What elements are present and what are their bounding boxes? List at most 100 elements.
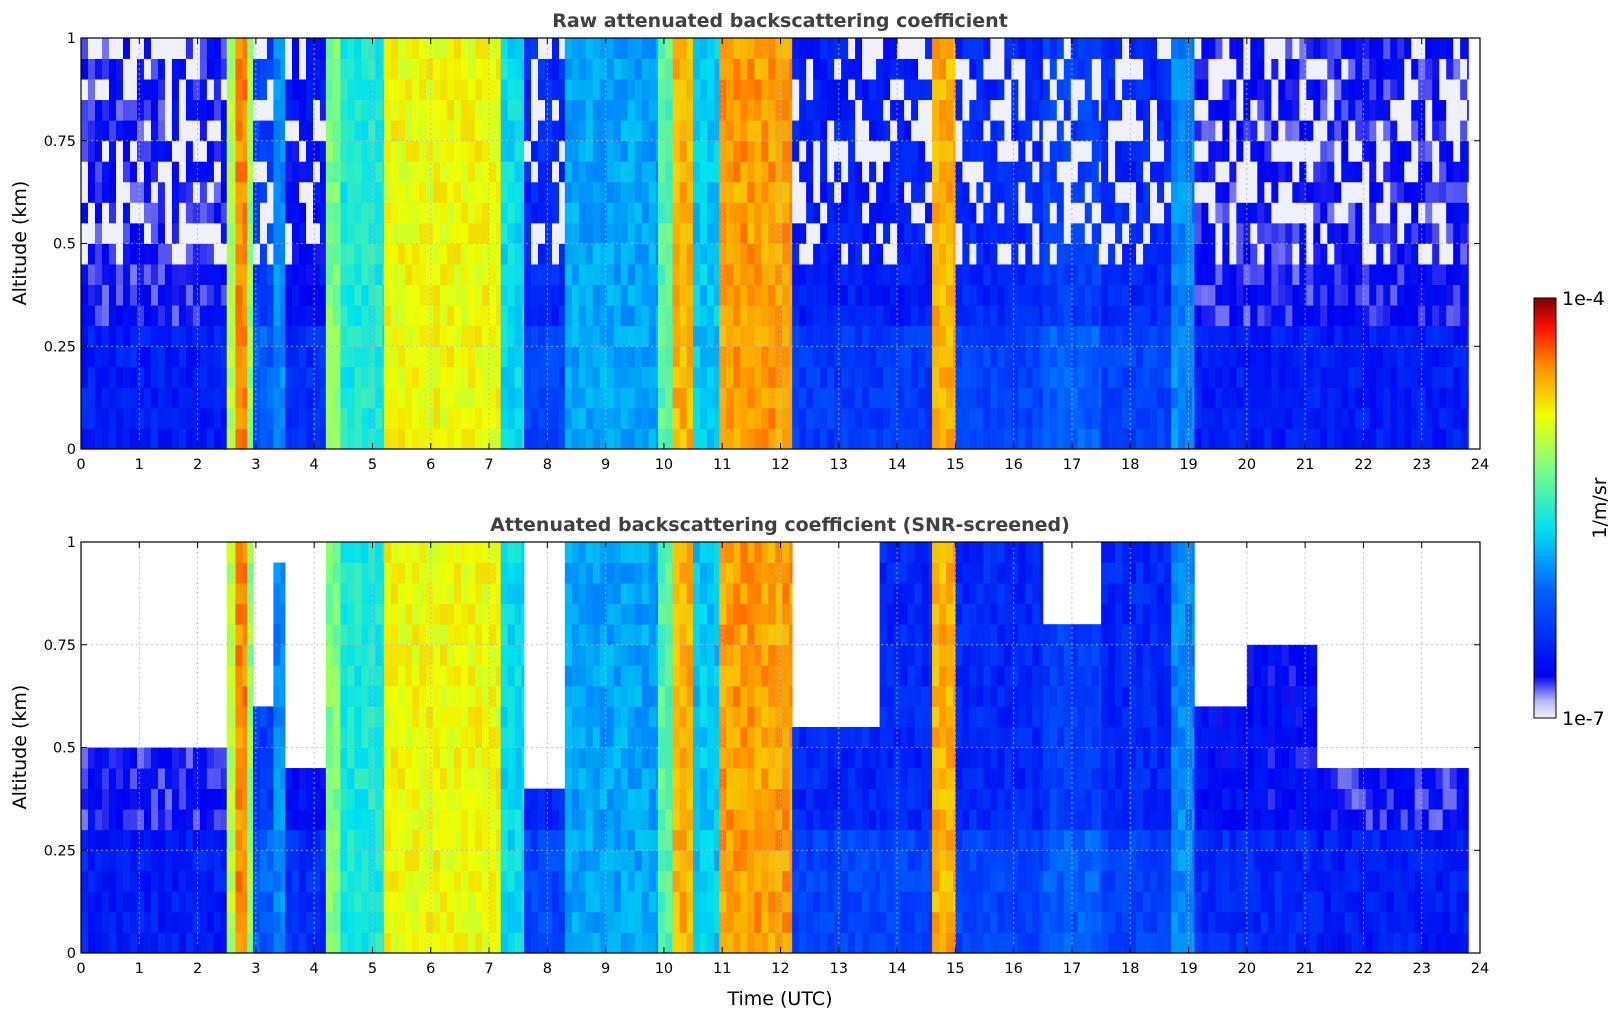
heatmap-cell	[592, 99, 601, 121]
heatmap-cell	[1115, 366, 1123, 388]
heatmap-cell	[482, 161, 490, 183]
heatmap-cell	[1178, 387, 1186, 409]
heatmap-cell	[1439, 79, 1447, 101]
heatmap-cell	[150, 120, 159, 142]
heatmap-cell	[1192, 284, 1195, 306]
heatmap-cell	[235, 911, 243, 933]
heatmap-cell	[273, 264, 281, 285]
heatmap-cell	[1011, 222, 1019, 244]
heatmap-cell	[143, 79, 152, 101]
heatmap-cell	[226, 407, 235, 429]
heatmap-cell	[313, 99, 321, 121]
heatmap-cell	[384, 685, 392, 707]
heatmap-cell	[507, 387, 516, 409]
heatmap-cell	[285, 809, 293, 831]
heatmap-cell	[273, 726, 281, 748]
heatmap-cell	[768, 161, 776, 183]
heatmap-cell	[578, 284, 587, 306]
heatmap-cell	[129, 850, 138, 872]
heatmap-cell	[143, 768, 152, 789]
heatmap-cell	[1446, 99, 1454, 121]
heatmap-cell	[531, 407, 539, 429]
heatmap-cell	[545, 181, 553, 203]
heatmap-cell	[213, 407, 222, 429]
heatmap-cell	[136, 932, 145, 954]
heatmap-cell	[108, 161, 117, 183]
heatmap-cell	[306, 407, 314, 429]
heatmap-cell	[1042, 202, 1051, 224]
heatmap-cell	[475, 325, 483, 347]
heatmap-cell	[613, 387, 622, 409]
heatmap-cell	[292, 870, 300, 892]
heatmap-cell	[1201, 428, 1209, 450]
heatmap-cell	[1257, 284, 1265, 306]
heatmap-cell	[285, 58, 293, 80]
heatmap-cell	[94, 346, 103, 368]
heatmap-cell	[192, 243, 201, 265]
heatmap-cell	[1460, 366, 1468, 388]
heatmap-cell	[461, 161, 469, 183]
heatmap-cell	[489, 120, 497, 142]
heatmap-cell	[101, 387, 110, 409]
heatmap-cell	[693, 161, 701, 183]
heatmap-cell	[1432, 428, 1440, 450]
heatmap-cell	[157, 202, 166, 224]
heatmap-cell	[259, 768, 268, 789]
heatmap-cell	[1143, 79, 1151, 101]
heatmap-cell	[213, 788, 222, 810]
heatmap-cell	[1063, 38, 1072, 59]
heatmap-cell	[761, 284, 769, 306]
heatmap-cell	[1327, 305, 1335, 327]
heatmap-cell	[220, 38, 228, 59]
heatmap-cell	[740, 264, 748, 285]
heatmap-cell	[1313, 181, 1321, 203]
heatmap-cell	[122, 387, 131, 409]
heatmap-cell	[1098, 305, 1102, 327]
heatmap-cell	[665, 366, 673, 388]
heatmap-cell	[122, 58, 131, 80]
heatmap-cell	[747, 264, 755, 285]
heatmap-cell	[655, 99, 659, 121]
heatmap-cell	[226, 428, 235, 450]
heatmap-cell	[266, 181, 274, 203]
heatmap-cell	[129, 768, 138, 789]
heatmap-cell	[1063, 305, 1072, 327]
heatmap-cell	[1425, 79, 1433, 101]
heatmap-cell	[164, 891, 173, 913]
heatmap-cell	[259, 788, 268, 810]
heatmap-cell	[1425, 181, 1433, 203]
heatmap-cell	[468, 140, 476, 162]
heatmap-cell	[108, 428, 117, 450]
heatmap-cell	[719, 346, 727, 368]
heatmap-cell	[700, 79, 708, 101]
heatmap-cell	[820, 366, 828, 388]
heatmap-cell	[489, 346, 497, 368]
heatmap-cell	[136, 870, 145, 892]
heatmap-cell	[799, 99, 807, 121]
heatmap-cell	[382, 366, 385, 388]
heatmap-cell	[273, 829, 281, 851]
heatmap-cell	[233, 726, 236, 748]
heatmap-cell	[247, 79, 254, 101]
heatmap-cell	[482, 428, 490, 450]
heatmap-cell	[531, 58, 539, 80]
heatmap-cell	[1320, 387, 1328, 409]
heatmap-cell	[164, 243, 173, 265]
heatmap-cell	[514, 222, 523, 244]
heatmap-cell	[571, 202, 580, 224]
heatmap-cell	[1164, 305, 1172, 327]
heatmap-cell	[226, 809, 235, 831]
heatmap-cell	[115, 120, 124, 142]
heatmap-cell	[897, 407, 905, 429]
heatmap-cell	[500, 222, 509, 244]
heatmap-cell	[740, 202, 748, 224]
heatmap-cell	[1208, 264, 1216, 285]
heatmap-cell	[1115, 99, 1123, 121]
heatmap-cell	[946, 222, 954, 244]
heatmap-cell	[953, 366, 956, 388]
heatmap-cell	[592, 346, 601, 368]
heatmap-cell	[185, 407, 194, 429]
heatmap-cell	[768, 243, 776, 265]
heatmap-cell	[235, 747, 243, 769]
heatmap-cell	[841, 120, 849, 142]
